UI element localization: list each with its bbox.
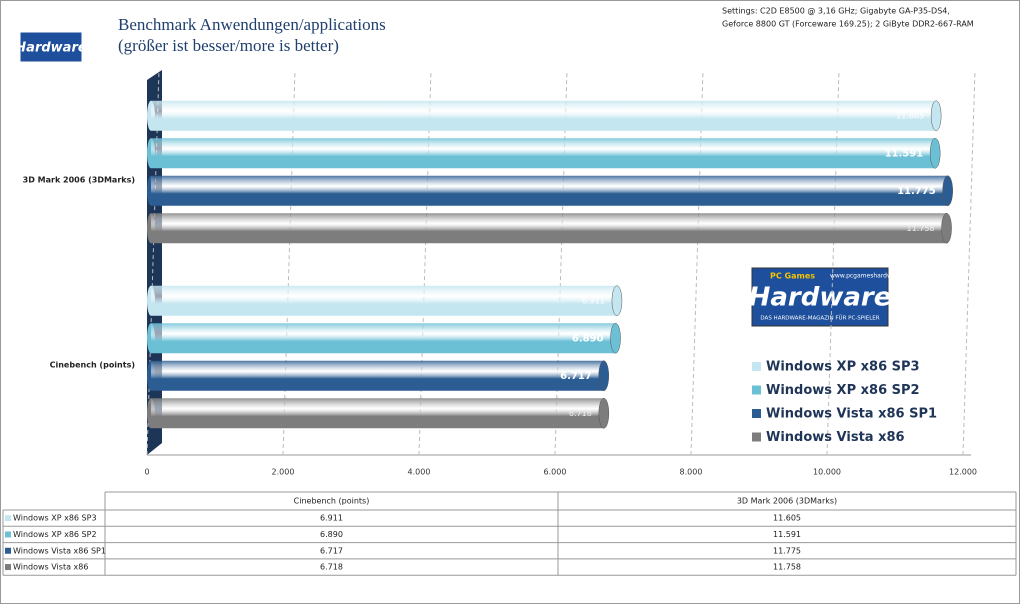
bar [151, 175, 948, 206]
grid-line [418, 69, 432, 456]
legend-swatch [752, 432, 761, 442]
bar [151, 360, 604, 391]
y-tick-label: 3D Mark 2006 (3DMarks) [23, 176, 135, 185]
table-swatch [5, 515, 11, 522]
table-cell: 6.717 [320, 546, 343, 555]
logo-box [19, 31, 83, 63]
bar [151, 285, 617, 316]
logo-url: www.pcgameshardware.de [830, 273, 911, 280]
table-cell: 11.775 [773, 546, 801, 555]
x-tick-label: 10.000 [813, 468, 841, 477]
x-tick-label: 0 [144, 468, 149, 477]
bar-cap [929, 138, 941, 169]
data-label: 11.591 [885, 148, 924, 159]
grid-line [826, 69, 840, 456]
legend-swatch [752, 409, 761, 418]
table-cell: 6.890 [320, 530, 343, 539]
table-row-label: Windows Vista x86 [13, 563, 88, 572]
data-label: 11.605 [896, 111, 924, 120]
data-label: 6.890 [572, 333, 604, 344]
table-header: 3D Mark 2006 (3DMarks) [737, 497, 837, 506]
logo-name: Hardware [749, 283, 892, 313]
legend-label: Windows XP x86 SP3 [766, 360, 920, 375]
table-swatch [5, 547, 11, 554]
legend-swatch [752, 362, 761, 371]
grid-line [282, 69, 296, 456]
bar-cap [610, 323, 621, 354]
table-swatch [5, 531, 11, 538]
bar [151, 398, 604, 429]
grid-line [554, 69, 568, 456]
logo-box [751, 267, 889, 327]
bar-cap [598, 398, 610, 429]
bar [151, 100, 937, 131]
logo-small: Hardware [15, 31, 87, 63]
bar-cap [611, 285, 623, 316]
chart-subtitle: (größer ist besser/more is better) [118, 36, 339, 55]
data-label: 6.911 [582, 296, 605, 305]
legend-label: Windows Vista x86 SP1 [766, 407, 937, 422]
legend-label: Windows Vista x86 [766, 430, 905, 445]
y-tick-label: Cinebench (points) [50, 361, 135, 370]
table-row-label: Windows Vista x86 SP1 [13, 546, 106, 555]
annotation: Settings: C2D E8500 @ 3,16 GHz; Gigabyte… [722, 7, 950, 16]
bar [151, 323, 616, 354]
bar-cap [930, 100, 942, 131]
x-tick-label: 4.000 [408, 468, 431, 477]
table-cell: 11.758 [773, 563, 801, 572]
data-label: 6.718 [569, 409, 592, 418]
bar-cap [942, 175, 953, 206]
table-header: Cinebench (points) [294, 497, 370, 506]
legend-swatch [752, 385, 761, 395]
bar [151, 213, 947, 244]
table-cell: 6.718 [320, 563, 343, 572]
chart-title: Benchmark Anwendungen/applications [118, 15, 386, 34]
table-cell: 11.605 [773, 514, 801, 523]
bar [151, 138, 936, 169]
logo-text: Hardware [15, 41, 87, 56]
logo-large: PC Games www.pcgameshardware.de Hardware… [749, 267, 911, 327]
table-cell: 11.591 [773, 530, 801, 539]
table-row-label: Windows XP x86 SP2 [13, 530, 97, 539]
grid-line [690, 69, 704, 456]
bar-cap [598, 360, 610, 391]
table-row-label: Windows XP x86 SP3 [13, 514, 97, 523]
data-label: 11.775 [897, 186, 936, 197]
logo-brand: PC Games [770, 272, 815, 281]
legend-label: Windows XP x86 SP2 [766, 383, 920, 398]
x-tick-label: 12.000 [949, 468, 977, 477]
logo-tagline: DAS HARDWARE-MAGAZIN FÜR PC-SPIELER [760, 315, 879, 322]
x-tick-label: 6.000 [544, 468, 567, 477]
table-swatch [5, 564, 11, 571]
data-label: 6.717 [560, 371, 592, 382]
annotation: Geforce 8800 GT (Forceware 169.25); 2 Gi… [722, 20, 974, 29]
x-tick-label: 8.000 [680, 468, 703, 477]
bar-cap [941, 213, 952, 244]
grid-line [962, 69, 976, 456]
data-label: 11.758 [907, 224, 935, 233]
x-tick-label: 2.000 [272, 468, 295, 477]
table-cell: 6.911 [320, 514, 343, 523]
grid-line [146, 69, 160, 456]
data-table: Cinebench (points) 3D Mark 2006 (3DMarks)… [2, 491, 1017, 576]
